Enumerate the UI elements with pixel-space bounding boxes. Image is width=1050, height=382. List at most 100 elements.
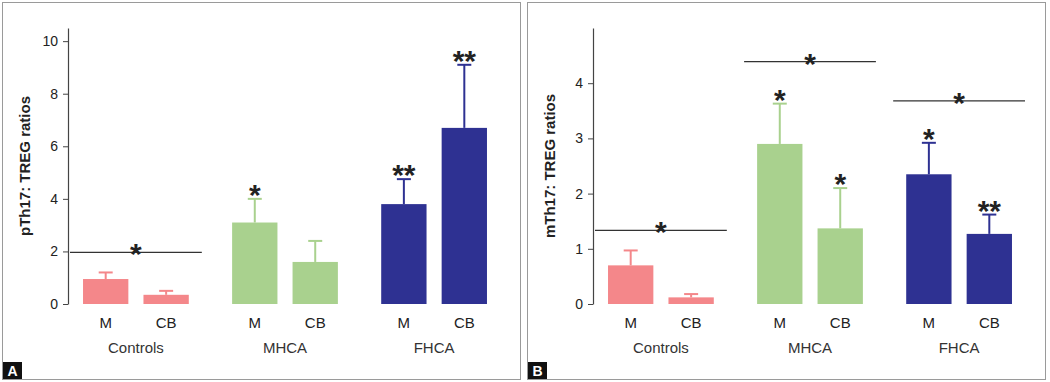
bar [143,295,188,304]
group-label: FHCA [414,339,455,356]
panel-label-box [528,362,547,379]
error-bar [99,272,113,279]
y-tick-mark [63,304,68,305]
bar [83,279,128,304]
bar [668,297,713,304]
y-tick-label: 4 [50,191,58,207]
y-tick-mark [63,41,68,42]
y-axis: 0 2 4 6 8 10 [42,29,68,312]
y-tick-mark [588,194,593,195]
y-tick-label: 6 [50,138,58,154]
y-tick: 0 [575,296,593,312]
y-tick-label: 0 [50,296,58,312]
y-tick: 1 [575,241,593,257]
bar [293,262,338,304]
x-tick-label: CB [305,314,326,331]
group-label: MHCA [263,339,307,356]
x-tick-label: CB [979,314,1000,331]
significance-mark: * [923,122,935,155]
figure: 0246810pTh17: TREG ratios******MCBMCBMCB… [0,0,1050,382]
y-tick: 4 [575,75,593,91]
y-tick: 4 [50,191,68,207]
error-bar-cap [308,240,322,242]
error-bar [159,291,173,295]
panel-label: B [532,363,542,379]
error-bar-cap [684,293,698,295]
x-tick-label: M [398,314,411,331]
bar [967,234,1012,304]
y-tick-mark [63,94,68,95]
x-tick-label: M [249,314,262,331]
error-bar-cap [99,271,113,273]
bar [608,265,653,304]
significance-mark: * [804,47,816,80]
y-axis-title: pTh17: TREG ratios [16,96,33,236]
significance-mark: ** [453,44,477,77]
bar [381,204,426,304]
significance-mark: * [774,83,786,116]
error-bar [624,250,638,265]
significance-mark: ** [392,158,416,191]
significance-mark: * [249,178,261,211]
y-axis-line [68,29,69,305]
panel-frame [528,3,1046,380]
x-tick-label: M [624,314,637,331]
significance-mark: * [953,86,965,119]
error-bar-cap [624,249,638,251]
y-axis-title: mTh17: TREG ratios [541,94,558,238]
y-tick-mark [588,138,593,139]
y-tick-mark [63,199,68,200]
y-tick-mark [63,146,68,147]
y-tick: 6 [50,138,68,154]
error-bar [308,241,322,262]
x-tick-label: M [923,314,936,331]
panel: 01234mTh17: TREG ratios********MCBMCBMCB… [528,3,1046,380]
y-tick: 8 [50,86,68,102]
y-tick: 2 [50,243,68,259]
error-bar-cap [159,290,173,292]
y-tick-label: 2 [50,243,58,259]
y-tick-mark [63,251,68,252]
group-label: Controls [633,339,689,356]
bar [232,223,277,304]
error-bar [684,294,698,297]
bar [818,228,863,304]
bar [442,128,487,304]
plot-area [83,65,487,304]
error-bar-stem [314,241,316,262]
y-tick-mark [588,83,593,84]
bar [906,174,951,304]
y-axis-line [593,29,594,305]
x-tick-label: M [774,314,787,331]
y-tick-label: 4 [575,75,583,91]
panel: 0246810pTh17: TREG ratios******MCBMCBMCB… [3,3,521,380]
x-tick-label: M [99,314,112,331]
y-tick-label: 1 [575,241,583,257]
group-label: FHCA [939,339,980,356]
x-tick-label: CB [830,314,851,331]
x-tick-label: CB [156,314,177,331]
y-tick: 3 [575,130,593,146]
significance-mark: ** [978,194,1002,227]
group-label: MHCA [788,339,832,356]
significance-mark: * [130,237,142,270]
y-tick-label: 2 [575,186,583,202]
x-tick-label: CB [454,314,475,331]
y-axis: 0 1 2 3 4 [575,29,593,312]
y-tick-label: 8 [50,86,58,102]
y-tick: 10 [42,33,68,49]
panel-label: A [7,363,17,379]
significance-mark: * [834,167,846,200]
plot-area [608,104,1012,304]
y-tick-label: 10 [42,33,58,49]
x-tick-label: CB [681,314,702,331]
bar [757,144,802,304]
significance-mark: * [655,215,667,248]
group-label: Controls [108,339,164,356]
y-tick-label: 0 [575,296,583,312]
y-tick: 2 [575,186,593,202]
y-tick-label: 3 [575,130,583,146]
y-tick-mark [588,249,593,250]
panel-frame [3,3,521,380]
y-tick-mark [588,304,593,305]
